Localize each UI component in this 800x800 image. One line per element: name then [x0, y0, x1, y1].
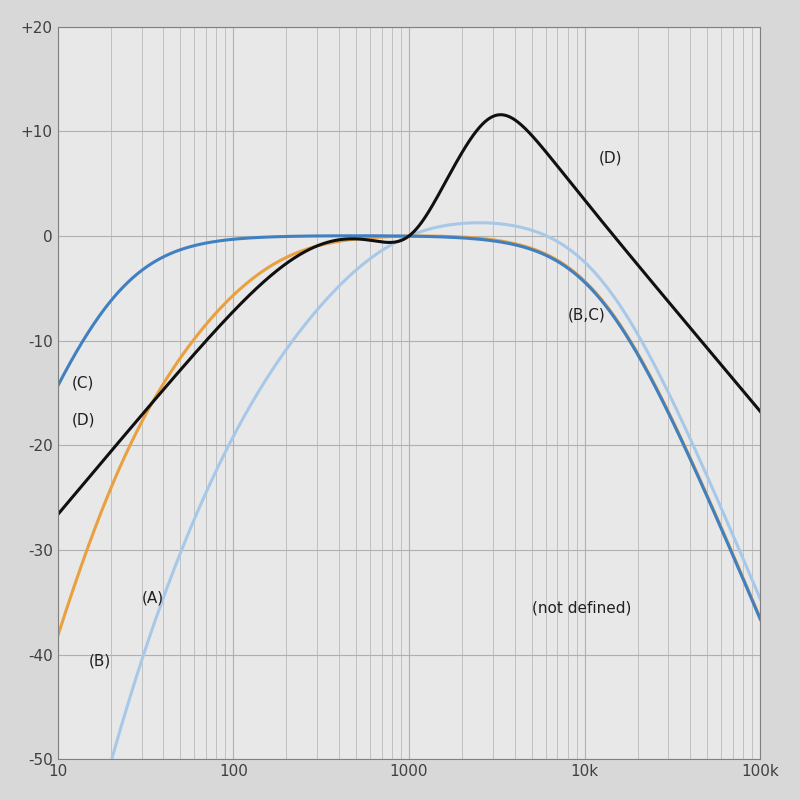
- Text: (A): (A): [142, 590, 164, 606]
- Text: (C): (C): [72, 376, 94, 391]
- Text: (not defined): (not defined): [532, 601, 631, 616]
- Text: (D): (D): [72, 413, 95, 427]
- Text: (B,C): (B,C): [568, 308, 606, 323]
- Text: (D): (D): [598, 151, 622, 166]
- Text: (B): (B): [89, 653, 111, 668]
